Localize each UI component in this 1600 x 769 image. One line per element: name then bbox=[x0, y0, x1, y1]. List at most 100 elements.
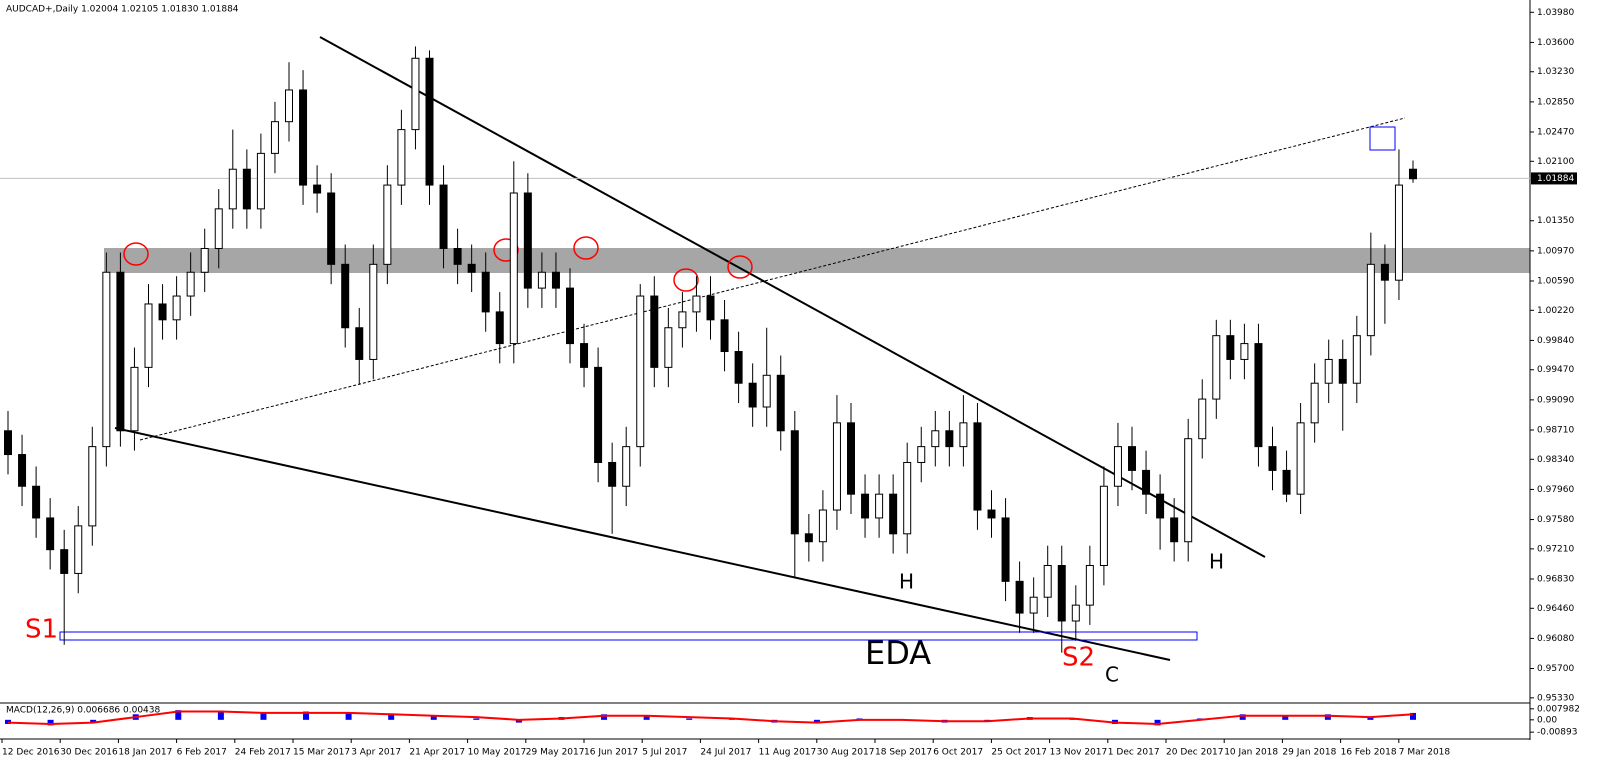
x-tick-label: 10 May 2017 bbox=[468, 748, 527, 758]
last-price-tag bbox=[1531, 172, 1577, 185]
y-tick-label: 0.99840 bbox=[1537, 336, 1574, 346]
y-tick-label: 0.99090 bbox=[1537, 395, 1574, 405]
candle-body bbox=[144, 303, 153, 368]
candle-body bbox=[411, 57, 420, 131]
candle-body bbox=[608, 461, 617, 487]
x-tick-label: 5 Jul 2017 bbox=[642, 748, 687, 758]
candle-body bbox=[1001, 517, 1010, 582]
candle-body bbox=[46, 517, 55, 551]
macd-bar bbox=[1324, 714, 1331, 720]
candle-body bbox=[439, 184, 448, 249]
candle-body bbox=[299, 89, 308, 186]
candle-body bbox=[341, 263, 350, 329]
x-tick-label: 18 Jan 2017 bbox=[118, 748, 172, 758]
candle-body bbox=[720, 319, 729, 353]
circle bbox=[727, 255, 753, 279]
candle-body bbox=[1268, 446, 1277, 471]
macd-bar bbox=[643, 715, 650, 720]
x-tick-label: 18 Sep 2017 bbox=[875, 748, 932, 758]
trendline bbox=[114, 427, 1171, 661]
y-tick-label: 0.95330 bbox=[1537, 693, 1574, 703]
chart-title: AUDCAD+,Daily 1.02004 1.02105 1.01830 1.… bbox=[6, 5, 239, 15]
candle-body bbox=[18, 454, 27, 487]
candle-body bbox=[1128, 446, 1136, 471]
candle-body bbox=[453, 247, 462, 265]
candle-body bbox=[959, 422, 968, 448]
candle-body bbox=[32, 485, 41, 519]
x-tick-label: 29 Jan 2018 bbox=[1282, 748, 1336, 758]
macd-bar bbox=[813, 719, 820, 723]
annotation: H bbox=[1209, 550, 1224, 574]
circle bbox=[573, 236, 599, 260]
candle-body bbox=[818, 509, 827, 543]
candle-body bbox=[228, 168, 237, 210]
support-box bbox=[59, 631, 1198, 641]
x-tick-label: 16 Jun 2017 bbox=[584, 748, 638, 758]
macd-y-tick-label: -0.00893 bbox=[1537, 728, 1577, 738]
candle-body bbox=[636, 295, 645, 448]
candle-body bbox=[1240, 343, 1249, 360]
x-tick-label: 24 Feb 2017 bbox=[235, 748, 291, 758]
y-tick-label: 0.97960 bbox=[1537, 485, 1574, 495]
x-tick-label: 15 Mar 2017 bbox=[293, 748, 350, 758]
candle-body bbox=[1226, 335, 1235, 360]
candle-body bbox=[172, 295, 181, 321]
candle-body bbox=[537, 271, 546, 289]
y-tick-label: 1.02470 bbox=[1537, 127, 1574, 137]
macd-y-tick-label: 0.007982 bbox=[1537, 704, 1580, 714]
x-tick-label: 24 Jul 2017 bbox=[700, 748, 751, 758]
candle-body bbox=[116, 271, 125, 432]
y-tick-label: 0.98710 bbox=[1537, 425, 1574, 435]
x-tick-label: 25 Oct 2017 bbox=[991, 748, 1047, 758]
candle-body bbox=[158, 303, 167, 321]
candle-body bbox=[734, 351, 743, 384]
macd-bar bbox=[515, 719, 522, 723]
candle-body bbox=[889, 493, 898, 535]
x-tick-label: 6 Oct 2017 bbox=[933, 748, 983, 758]
candle-body bbox=[917, 446, 926, 463]
macd-bar bbox=[1367, 717, 1374, 720]
macd-bar bbox=[1154, 719, 1161, 726]
candle-body bbox=[1394, 184, 1403, 281]
candle-body bbox=[931, 430, 940, 448]
candle-body bbox=[256, 152, 265, 210]
candle-body bbox=[945, 430, 954, 448]
macd-bar bbox=[260, 712, 267, 720]
candle-body bbox=[242, 168, 251, 210]
candle-body bbox=[1156, 493, 1165, 519]
x-tick-label: 21 Apr 2017 bbox=[409, 748, 465, 758]
y-tick-label: 0.98340 bbox=[1537, 455, 1574, 465]
candle-body bbox=[551, 271, 560, 289]
candle-body bbox=[285, 89, 293, 123]
trendline bbox=[319, 36, 1266, 558]
candle-body bbox=[327, 192, 336, 265]
macd-bar bbox=[5, 719, 11, 724]
candle-body bbox=[832, 422, 841, 511]
x-tick-label: 30 Aug 2017 bbox=[817, 748, 875, 758]
circle bbox=[493, 238, 519, 262]
candle-body bbox=[1380, 263, 1389, 281]
x-tick-label: 6 Feb 2017 bbox=[177, 748, 227, 758]
annotation: C bbox=[1105, 663, 1119, 687]
candle-body bbox=[523, 192, 532, 289]
candle-body bbox=[1352, 335, 1361, 384]
candle-body bbox=[1366, 263, 1375, 337]
candle-body bbox=[664, 327, 673, 368]
candle-body bbox=[1338, 358, 1347, 384]
circle bbox=[673, 268, 699, 292]
candle-body bbox=[1254, 343, 1263, 448]
candle-body bbox=[1310, 382, 1319, 424]
macd-bar bbox=[473, 718, 480, 720]
candle-body bbox=[1043, 565, 1052, 598]
macd-bar bbox=[90, 719, 97, 723]
candle-body bbox=[200, 247, 209, 273]
x-tick-label: 10 Jan 2018 bbox=[1224, 748, 1278, 758]
macd-bar bbox=[1239, 714, 1246, 720]
candle-body bbox=[1113, 446, 1122, 487]
x-tick-label: 30 Dec 2016 bbox=[60, 748, 118, 758]
candle-body bbox=[1015, 580, 1024, 614]
candle-body bbox=[1142, 469, 1151, 495]
candle-body bbox=[495, 311, 504, 345]
candle-body bbox=[383, 184, 392, 265]
